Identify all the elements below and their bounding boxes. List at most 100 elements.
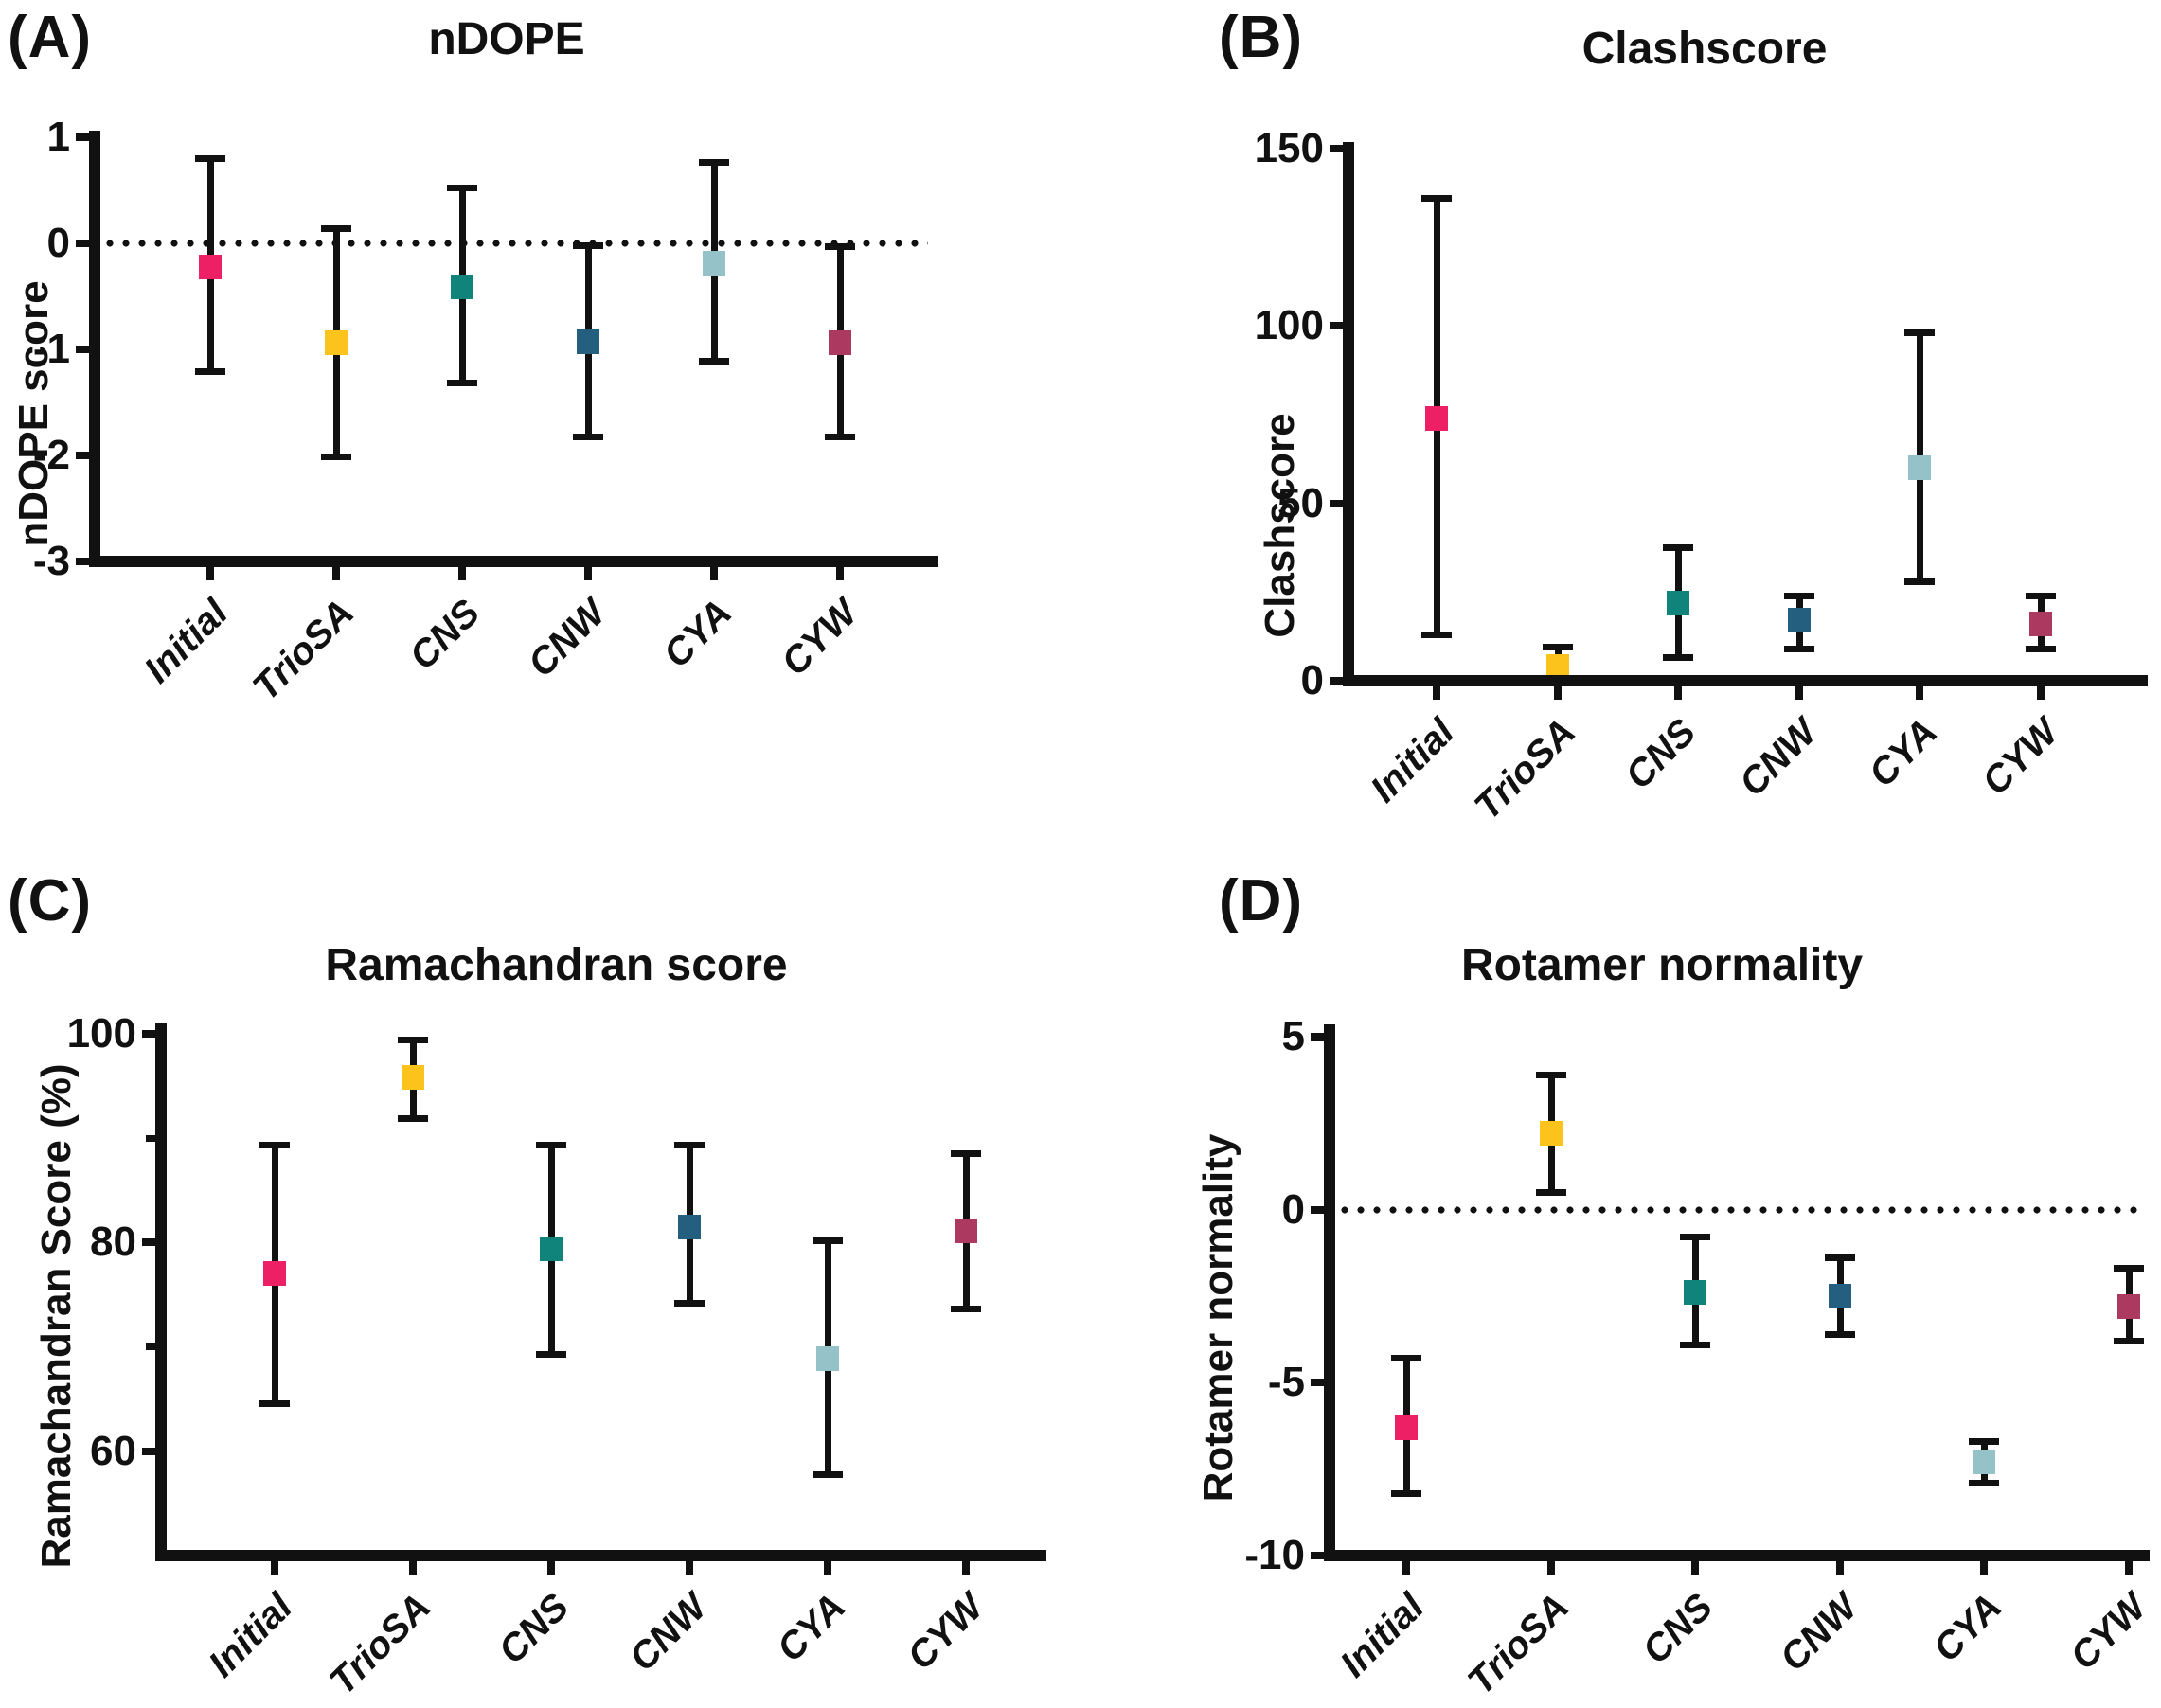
y-tick-label-A-0: 0 bbox=[46, 220, 70, 266]
y-tick-B-100 bbox=[1330, 322, 1343, 330]
y-minor-tick-C-90 bbox=[146, 1134, 155, 1142]
errorbar-cap-bottom-A-CNW bbox=[573, 434, 603, 441]
y-tick-C-80 bbox=[142, 1238, 155, 1247]
data-point-B-CYW bbox=[2029, 612, 2052, 637]
zero-dotted-line-D bbox=[1341, 1205, 2140, 1214]
x-tick-C-CYW bbox=[962, 1561, 970, 1575]
data-point-D-CYA bbox=[1973, 1450, 1995, 1475]
data-point-D-TrioSA bbox=[1540, 1121, 1563, 1147]
x-tick-B-TrioSA bbox=[1554, 686, 1562, 700]
errorbar-cap-top-C-CYA bbox=[813, 1237, 843, 1244]
data-point-B-CNS bbox=[1667, 590, 1689, 615]
data-point-C-Initial bbox=[263, 1261, 286, 1287]
y-tick-B-150 bbox=[1330, 144, 1343, 152]
x-tick-C-TrioSA bbox=[409, 1561, 417, 1575]
y-tick-label-C-60: 60 bbox=[90, 1427, 136, 1474]
data-point-A-CYW bbox=[829, 330, 851, 356]
x-tick-B-Initial bbox=[1433, 686, 1440, 700]
y-tick-C-100 bbox=[142, 1030, 155, 1038]
y-tick-D--5 bbox=[1311, 1379, 1324, 1387]
x-tick-C-Initial bbox=[271, 1561, 278, 1575]
y-tick-C-60 bbox=[142, 1447, 155, 1455]
data-point-B-CYA bbox=[1908, 455, 1931, 481]
data-point-A-CNS bbox=[451, 274, 473, 299]
errorbar-cap-bottom-D-Initial bbox=[1391, 1489, 1421, 1497]
y-tick-label-D--5: -5 bbox=[1267, 1359, 1305, 1406]
y-tick-label-B-50: 50 bbox=[1277, 479, 1324, 526]
errorbar-cap-top-D-Initial bbox=[1391, 1355, 1421, 1362]
y-tick-label-A--2: -2 bbox=[32, 432, 70, 478]
y-tick-label-B-0: 0 bbox=[1300, 657, 1324, 703]
errorbar-cap-bottom-D-TrioSA bbox=[1536, 1188, 1566, 1196]
y-axis-B bbox=[1343, 142, 1354, 686]
x-tick-D-CNW bbox=[1836, 1561, 1844, 1575]
y-axis-A bbox=[89, 131, 100, 567]
x-tick-D-TrioSA bbox=[1547, 1561, 1555, 1575]
x-tick-C-CYA bbox=[824, 1561, 831, 1575]
data-point-D-CNS bbox=[1684, 1280, 1706, 1306]
x-tick-A-CYW bbox=[836, 567, 844, 580]
x-axis-C bbox=[155, 1550, 1046, 1561]
data-point-C-CNW bbox=[678, 1214, 701, 1239]
errorbar-cap-bottom-C-Initial bbox=[259, 1399, 290, 1407]
errorbar-cap-bottom-D-CNW bbox=[1825, 1330, 1855, 1338]
x-category-label-B-CNW: CNW bbox=[1731, 711, 1826, 805]
y-tick-label-D--10: -10 bbox=[1244, 1532, 1305, 1578]
errorbar-cap-bottom-B-CYW bbox=[2026, 645, 2056, 652]
x-tick-B-CYW bbox=[2037, 686, 2045, 700]
y-tick-A-1 bbox=[76, 133, 89, 141]
y-axis-C bbox=[155, 1023, 167, 1561]
errorbar-cap-bottom-A-Initial bbox=[195, 368, 225, 376]
x-tick-B-CNW bbox=[1795, 686, 1803, 700]
x-category-label-C-Initial: Initial bbox=[201, 1586, 301, 1685]
errorbar-cap-top-B-TrioSA bbox=[1543, 643, 1573, 650]
data-point-A-CNW bbox=[577, 329, 599, 355]
errorbar-cap-top-A-CYW bbox=[825, 242, 855, 250]
errorbar-cap-bottom-B-Initial bbox=[1421, 631, 1452, 638]
y-tick-label-C-100: 100 bbox=[66, 1010, 136, 1057]
y-tick-label-A-1: 1 bbox=[46, 114, 70, 160]
x-tick-A-CNW bbox=[584, 567, 592, 580]
x-category-label-B-CNS: CNS bbox=[1617, 711, 1705, 797]
x-tick-B-CNS bbox=[1674, 686, 1682, 700]
errorbar-cap-top-A-CNS bbox=[447, 185, 477, 192]
errorbar-cap-bottom-A-CYW bbox=[825, 434, 855, 441]
errorbar-cap-bottom-D-CNS bbox=[1680, 1341, 1710, 1348]
y-tick-A-0 bbox=[76, 240, 89, 247]
panel-d-letter: (D) bbox=[1219, 868, 1304, 934]
x-category-label-A-TrioSA: TrioSA bbox=[244, 592, 363, 709]
y-tick-B-0 bbox=[1330, 677, 1343, 685]
x-category-label-A-CYW: CYW bbox=[774, 592, 866, 685]
x-axis-B bbox=[1343, 675, 2148, 686]
panel-b-letter: (B) bbox=[1219, 5, 1304, 70]
errorbar-cap-top-B-CNS bbox=[1663, 543, 1693, 551]
errorbar-cap-top-B-CNW bbox=[1784, 592, 1814, 599]
errorbar-cap-bottom-C-CYA bbox=[813, 1470, 843, 1478]
data-point-C-TrioSA bbox=[402, 1065, 424, 1091]
errorbar-cap-top-A-TrioSA bbox=[321, 224, 351, 232]
x-axis-A bbox=[89, 556, 938, 567]
errorbar-cap-bottom-A-CNS bbox=[447, 380, 477, 387]
data-point-B-CNW bbox=[1788, 608, 1811, 633]
errorbar-cap-top-B-CYA bbox=[1904, 329, 1935, 337]
x-category-label-A-CNS: CNS bbox=[402, 592, 489, 678]
y-tick-D-5 bbox=[1311, 1033, 1324, 1041]
zero-dotted-line-A bbox=[106, 240, 928, 247]
errorbar-cap-bottom-C-CYW bbox=[951, 1306, 981, 1313]
y-tick-label-D-5: 5 bbox=[1281, 1013, 1305, 1059]
errorbar-cap-bottom-A-CYA bbox=[699, 357, 729, 365]
data-point-D-CNW bbox=[1829, 1284, 1851, 1308]
panel-c-letter: (C) bbox=[8, 868, 93, 934]
errorbar-cap-top-A-CNW bbox=[573, 241, 603, 249]
errorbar-cap-top-B-CYW bbox=[2026, 592, 2056, 599]
data-point-C-CYA bbox=[816, 1345, 839, 1371]
errorbar-cap-top-A-Initial bbox=[195, 154, 225, 162]
x-tick-A-CYA bbox=[710, 567, 718, 580]
errorbar-cap-top-C-TrioSA bbox=[398, 1037, 428, 1044]
y-tick-B-50 bbox=[1330, 499, 1343, 507]
panel-a-letter: (A) bbox=[8, 5, 93, 70]
errorbar-cap-top-C-CNW bbox=[674, 1142, 705, 1149]
y-tick-label-C-80: 80 bbox=[90, 1219, 136, 1266]
y-tick-A--1 bbox=[76, 346, 89, 353]
errorbar-cap-bottom-D-CYW bbox=[2114, 1337, 2144, 1344]
